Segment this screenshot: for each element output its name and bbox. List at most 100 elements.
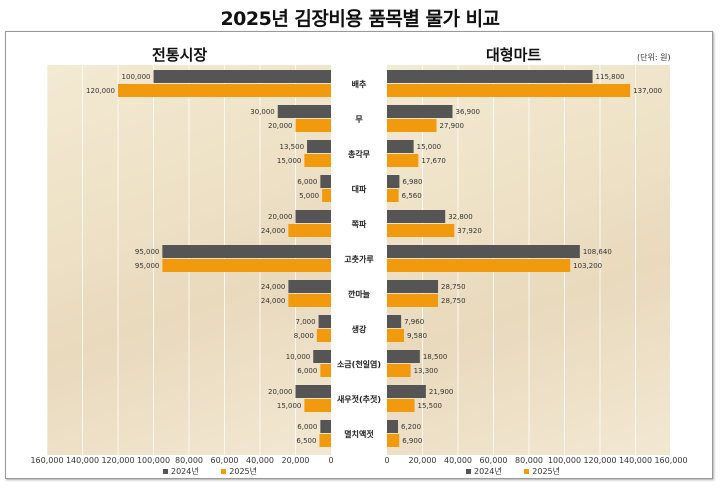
bar-2025	[387, 399, 415, 412]
bar-2024	[320, 420, 331, 433]
x-tick-label: 20,000	[282, 456, 310, 465]
data-label: 6,000	[297, 423, 317, 431]
data-label: 28,750	[441, 283, 466, 291]
legend-swatch-2024	[163, 469, 168, 474]
category-label: 새우젓(추젓)	[337, 394, 381, 404]
legend-swatch-2024	[466, 469, 471, 474]
bar-2025	[387, 259, 571, 272]
x-tick-label: 140,000	[66, 456, 99, 465]
data-label: 27,900	[440, 122, 465, 130]
category-label: 대파	[352, 184, 367, 194]
x-tick-label: 160,000	[30, 456, 63, 465]
x-tick-label: 120,000	[101, 456, 134, 465]
data-label: 6,500	[296, 437, 316, 445]
x-tick-label: 60,000	[211, 456, 239, 465]
legend-label-2024: 2024년	[474, 467, 502, 476]
data-label: 21,900	[429, 388, 454, 396]
data-label: 32,800	[448, 213, 473, 221]
x-tick-label: 0	[328, 456, 333, 465]
data-label: 100,000	[122, 73, 151, 81]
category-label: 무	[355, 115, 363, 124]
bar-2025	[288, 294, 331, 307]
category-label: 총각무	[348, 149, 371, 159]
data-label: 20,000	[268, 122, 293, 130]
bar-2025	[319, 434, 331, 447]
data-label: 6,980	[402, 178, 422, 186]
x-tick-label: 140,000	[619, 456, 652, 465]
x-tick-label: 100,000	[548, 456, 581, 465]
data-label: 8,000	[294, 332, 314, 340]
data-label: 28,750	[441, 297, 466, 305]
x-tick-label: 60,000	[480, 456, 508, 465]
bar-2025	[387, 224, 455, 237]
bar-2024	[387, 280, 439, 293]
data-label: 95,000	[135, 262, 160, 270]
data-label: 120,000	[86, 87, 115, 95]
data-label: 13,300	[414, 367, 439, 375]
data-label: 6,560	[402, 192, 422, 200]
data-label: 37,920	[457, 227, 482, 235]
data-label: 95,000	[135, 248, 160, 256]
bar-2024	[387, 350, 420, 363]
x-tick-label: 0	[384, 456, 389, 465]
category-label: 배추	[352, 79, 367, 89]
data-label: 9,580	[407, 332, 427, 340]
bar-2025	[162, 259, 331, 272]
chart-title: 2025년 김장비용 품목별 물가 비교	[220, 8, 500, 30]
bar-2025	[387, 364, 411, 377]
bar-2024	[307, 140, 331, 153]
data-label: 7,000	[296, 318, 316, 326]
data-label: 15,000	[277, 157, 302, 165]
bar-2024	[387, 70, 593, 83]
bar-2024	[288, 280, 331, 293]
data-label: 13,500	[280, 143, 305, 151]
bar-2024	[313, 350, 331, 363]
data-label: 15,000	[277, 402, 302, 410]
bar-2024	[295, 210, 331, 223]
x-tick-label: 40,000	[444, 456, 472, 465]
bar-2025	[387, 294, 439, 307]
legend-label-2025: 2025년	[532, 467, 561, 476]
bar-2024	[387, 315, 402, 328]
left-legend: 2024년 2025년	[163, 466, 257, 477]
data-label: 15,500	[418, 402, 443, 410]
data-label: 7,960	[404, 318, 424, 326]
legend-swatch-2025	[221, 469, 227, 474]
category-label: 고춧가루	[344, 254, 374, 264]
legend-swatch-2025	[524, 469, 530, 474]
bar-2024	[387, 140, 414, 153]
bar-2024	[387, 245, 580, 258]
bar-2025	[316, 329, 331, 342]
bar-2024	[387, 105, 453, 118]
category-label: 소금(천일염)	[337, 359, 381, 369]
bar-2024	[162, 245, 331, 258]
data-label: 30,000	[250, 108, 275, 116]
data-label: 24,000	[261, 283, 286, 291]
category-strip	[331, 65, 387, 455]
data-label: 15,000	[417, 143, 442, 151]
chart-frame	[5, 31, 713, 479]
bar-2025	[320, 364, 331, 377]
data-label: 18,500	[423, 353, 448, 361]
bar-2024	[387, 385, 426, 398]
bar-2024	[318, 315, 331, 328]
data-label: 6,200	[401, 423, 421, 431]
category-label: 쪽파	[352, 219, 367, 229]
bar-2024	[295, 385, 331, 398]
right-panel-title: 대형마트	[486, 46, 542, 64]
bar-2024	[387, 420, 399, 433]
x-tick-label: 40,000	[246, 456, 274, 465]
data-label: 6,900	[402, 437, 422, 445]
unit-label: (단위: 원)	[637, 53, 671, 62]
x-tick-label: 80,000	[515, 456, 543, 465]
category-label: 깐마늘	[348, 289, 371, 299]
bar-2024	[153, 70, 331, 83]
bar-2025	[387, 434, 400, 447]
data-label: 17,670	[421, 157, 446, 165]
bar-2024	[387, 175, 400, 188]
right-legend: 2024년 2025년	[466, 466, 560, 477]
bar-2025	[322, 189, 331, 202]
x-tick-label: 80,000	[175, 456, 203, 465]
left-panel-title: 전통시장	[152, 46, 208, 64]
bar-2025	[288, 224, 331, 237]
